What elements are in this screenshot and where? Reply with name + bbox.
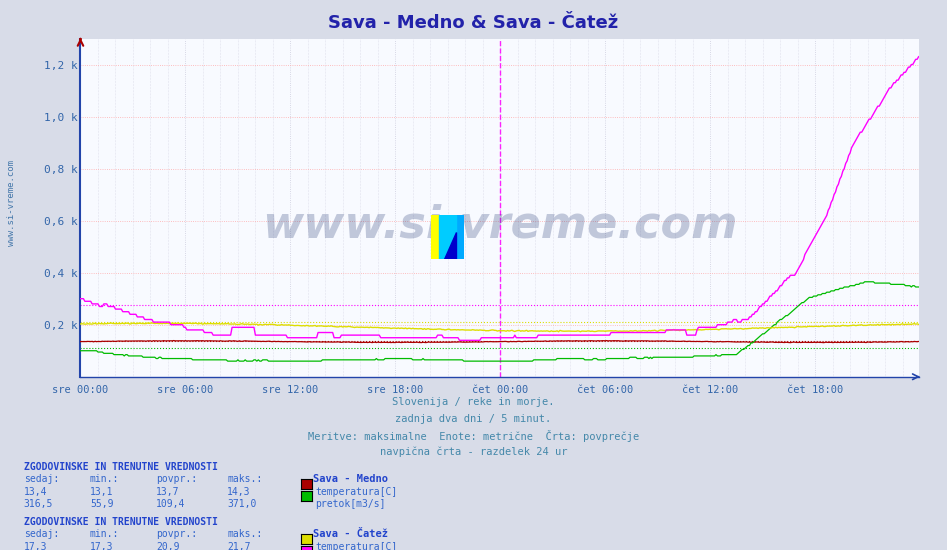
Text: sre 06:00: sre 06:00 [157,385,214,395]
Text: povpr.:: povpr.: [156,474,197,484]
Text: čet 12:00: čet 12:00 [682,385,739,395]
Text: maks.:: maks.: [227,529,262,539]
Text: sre 18:00: sre 18:00 [367,385,423,395]
Text: sre 12:00: sre 12:00 [262,385,318,395]
Text: 21,7: 21,7 [227,542,251,550]
Text: sedaj:: sedaj: [24,529,59,539]
Text: www.si-vreme.com: www.si-vreme.com [7,161,16,246]
Text: temperatura[C]: temperatura[C] [315,487,398,497]
Text: temperatura[C]: temperatura[C] [315,542,398,550]
Text: 20,9: 20,9 [156,542,180,550]
Text: čet 18:00: čet 18:00 [787,385,843,395]
Text: zadnja dva dni / 5 minut.: zadnja dva dni / 5 minut. [396,414,551,424]
Text: Sava - Medno: Sava - Medno [313,474,387,484]
Text: pretok[m3/s]: pretok[m3/s] [315,499,385,509]
Text: 316,5: 316,5 [24,499,53,509]
Text: sedaj:: sedaj: [24,474,59,484]
Text: 17,3: 17,3 [90,542,114,550]
Polygon shape [444,232,456,258]
Text: www.si-vreme.com: www.si-vreme.com [261,203,738,246]
Text: povpr.:: povpr.: [156,529,197,539]
Text: čet 00:00: čet 00:00 [473,385,528,395]
Polygon shape [439,214,456,258]
Text: sre 00:00: sre 00:00 [52,385,109,395]
Text: 13,7: 13,7 [156,487,180,497]
Text: Meritve: maksimalne  Enote: metrične  Črta: povprečje: Meritve: maksimalne Enote: metrične Črta… [308,430,639,442]
Bar [448,214,464,258]
Text: 14,3: 14,3 [227,487,251,497]
Text: navpična črta - razdelek 24 ur: navpična črta - razdelek 24 ur [380,447,567,457]
Text: ZGODOVINSKE IN TRENUTNE VREDNOSTI: ZGODOVINSKE IN TRENUTNE VREDNOSTI [24,517,218,527]
Text: Sava - Čatež: Sava - Čatež [313,529,387,539]
Text: maks.:: maks.: [227,474,262,484]
Text: min.:: min.: [90,474,119,484]
Text: 17,3: 17,3 [24,542,47,550]
Text: Slovenija / reke in morje.: Slovenija / reke in morje. [392,397,555,407]
Text: Sava - Medno & Sava - Čatež: Sava - Medno & Sava - Čatež [329,14,618,32]
Text: 13,4: 13,4 [24,487,47,497]
Bar [431,214,448,258]
Text: čet 06:00: čet 06:00 [577,385,634,395]
Text: 109,4: 109,4 [156,499,186,509]
Text: 371,0: 371,0 [227,499,257,509]
Text: 55,9: 55,9 [90,499,114,509]
Text: 13,1: 13,1 [90,487,114,497]
Text: min.:: min.: [90,529,119,539]
Text: ZGODOVINSKE IN TRENUTNE VREDNOSTI: ZGODOVINSKE IN TRENUTNE VREDNOSTI [24,462,218,472]
